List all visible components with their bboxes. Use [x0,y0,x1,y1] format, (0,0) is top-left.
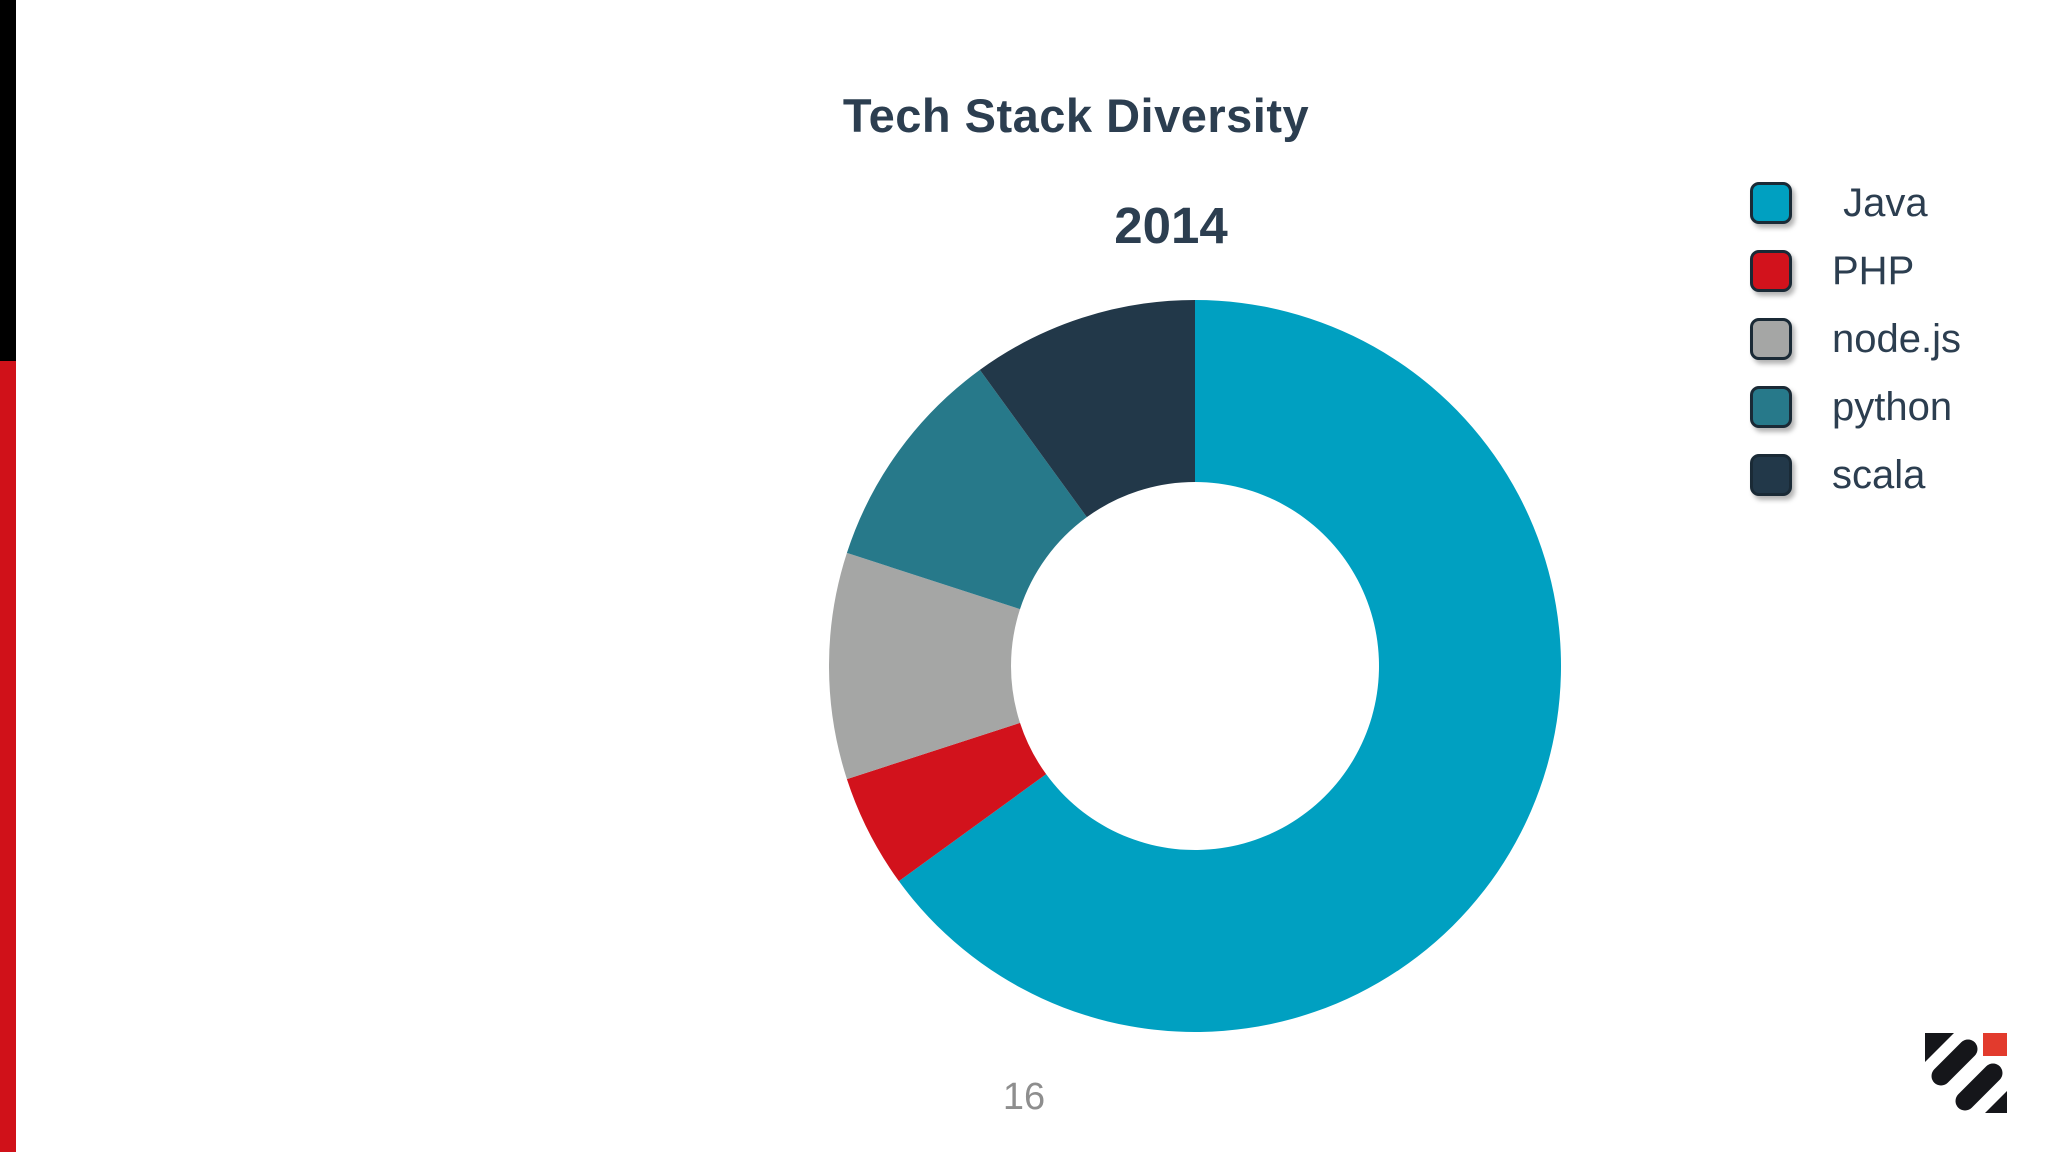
accent-bar-bottom [0,361,16,1152]
donut-chart [829,300,1561,1032]
accent-bar-top [0,0,16,361]
donut-slice-python [846,369,1087,610]
legend-swatch [1750,250,1792,292]
chart-legend: Java PHP node.js python scala [1750,182,1961,496]
donut-slice-php [846,722,1047,882]
logo-triangle-bottom-right [1985,1091,2007,1113]
legend-item-node-js: node.js [1750,318,1961,360]
company-logo [1925,1033,2007,1113]
legend-item-scala: scala [1750,454,1961,496]
legend-swatch [1750,182,1792,224]
legend-item-python: python [1750,386,1961,428]
page-number: 16 [1002,1076,1046,1118]
legend-label: node.js [1832,317,1961,361]
donut-slice-node-js [829,552,1021,780]
logo-red-square [1983,1033,2007,1056]
legend-swatch [1750,386,1792,428]
legend-swatch [1750,318,1792,360]
legend-label: python [1832,385,1953,429]
legend-item-php: PHP [1750,250,1961,292]
legend-label: PHP [1832,249,1915,293]
chart-title: 2014 [1114,197,1228,254]
legend-label: Java [1832,181,1928,225]
legend-label: scala [1832,453,1926,497]
legend-swatch [1750,454,1792,496]
slide-title: Tech Stack Diversity [842,89,1310,142]
legend-item-java: Java [1750,182,1961,224]
logo-triangle-top-left [1925,1033,1954,1062]
donut-slice-java [898,300,1561,1032]
logo-stripe-middle [1931,1039,1978,1086]
donut-slice-scala [979,300,1195,518]
logo-stripe-lower [1955,1063,2003,1111]
